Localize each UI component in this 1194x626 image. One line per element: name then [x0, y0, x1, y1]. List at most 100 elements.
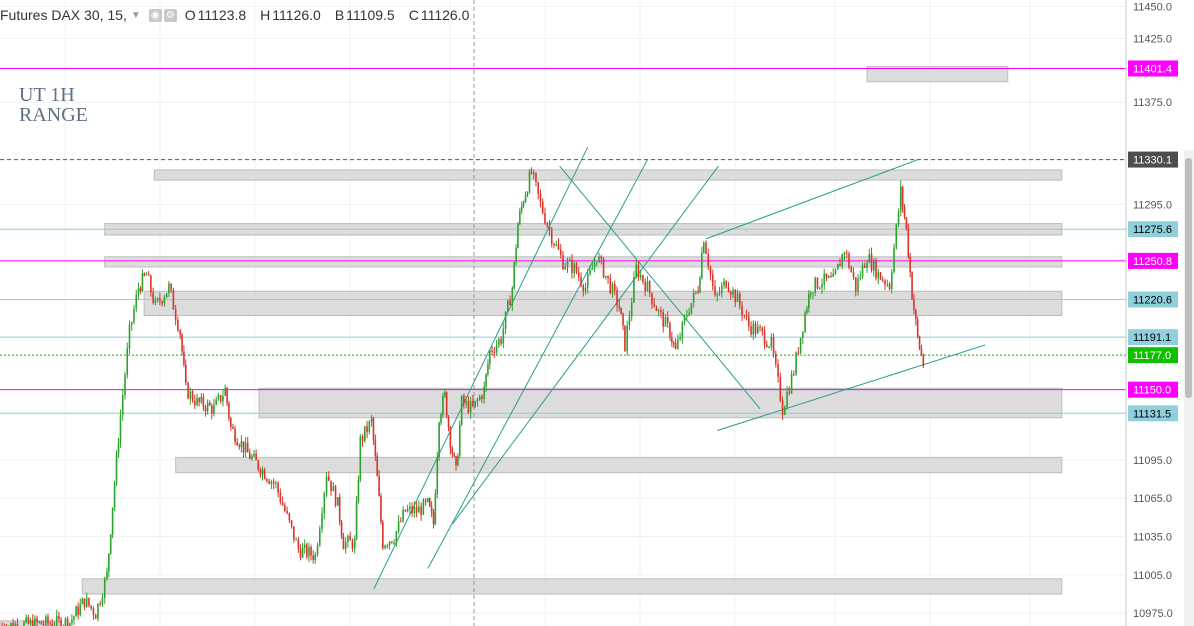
candle-body [126, 348, 129, 375]
candle-body [888, 284, 891, 290]
candle-body [198, 397, 200, 402]
candle-body [457, 455, 459, 466]
candle-body [474, 401, 476, 407]
candle-body [624, 325, 626, 352]
candle-body [589, 269, 591, 275]
price-axis[interactable]: 11450.0 11425.0 11401.4 11375.0 11330.1 11295… [1125, 0, 1194, 626]
candle-body [905, 217, 908, 229]
candle-body [642, 275, 644, 282]
candle-body [770, 337, 773, 347]
chart-annotation[interactable]: UT 1H RANGE [19, 85, 88, 125]
trend-line [452, 165, 719, 525]
candle-body [101, 597, 104, 604]
candle-body [550, 229, 553, 244]
candle-body [357, 479, 360, 502]
candle-body [25, 617, 27, 623]
candle-body [117, 443, 120, 454]
chart-legend: Futures DAX 30, 15, ▼ ◉ ⚙ O 11123.8 H 1112… [0, 5, 477, 25]
candle-body [752, 323, 755, 335]
candle-body [493, 351, 496, 353]
candle-body [843, 252, 846, 255]
candle-body [340, 521, 343, 537]
candle-body [870, 253, 873, 271]
price-label-badge [1128, 252, 1178, 269]
candle-body [734, 290, 737, 303]
candle-body [230, 418, 232, 427]
candle-body [436, 457, 439, 494]
candle-body [349, 536, 351, 541]
candle-body [272, 481, 275, 484]
candle-body [772, 337, 775, 354]
candle-body [359, 436, 362, 480]
price-label-badge [1128, 347, 1178, 364]
candle-body [804, 312, 806, 332]
symbol-title[interactable]: Futures DAX 30, 15, [0, 7, 127, 23]
candle-body [716, 294, 719, 296]
candle-body [259, 469, 262, 475]
candle-body [424, 499, 427, 502]
eye-icon[interactable]: ◉ [148, 8, 162, 22]
candle-body [202, 396, 205, 408]
candle-body [16, 624, 19, 626]
candle-body [662, 312, 665, 327]
candle-body [714, 286, 716, 296]
candle-body [909, 256, 911, 273]
candle-body [34, 618, 36, 626]
candle-body [616, 290, 618, 306]
candle-body [430, 506, 433, 513]
price-zone [866, 65, 1009, 83]
candle-body [571, 259, 573, 274]
horizontal-level-lines [0, 67, 1126, 414]
candle-body [297, 539, 300, 550]
candle-body [73, 616, 75, 620]
candle-body [193, 400, 196, 406]
candle-body [236, 442, 238, 446]
candle-body [901, 186, 904, 207]
price-label-badge [1128, 151, 1178, 168]
candle-body [384, 545, 386, 549]
candle-body [211, 405, 213, 414]
candle-body [920, 348, 923, 356]
candle-body [626, 325, 628, 352]
settings-icon[interactable]: ⚙ [163, 8, 177, 22]
price-tick-label: 11150.0 [1133, 385, 1171, 397]
candle-body [515, 248, 517, 263]
candle-body [113, 483, 116, 508]
candle-body [249, 452, 251, 459]
candle-body [586, 274, 589, 288]
candle-body [854, 277, 857, 292]
candle-body [723, 280, 725, 286]
candle-body [240, 441, 243, 448]
candle-body [548, 225, 551, 230]
trend-lines [373, 146, 986, 590]
candle-body [509, 300, 511, 306]
candle-body [402, 509, 404, 522]
candle-body [108, 553, 110, 572]
candle-body [351, 540, 354, 549]
candle-body [922, 355, 925, 367]
candle-body [368, 421, 371, 433]
candle-body [741, 305, 743, 316]
candle-body [613, 283, 616, 291]
candle-body [366, 426, 368, 433]
candle-body [200, 396, 203, 402]
candle-body [469, 400, 472, 413]
candle-body [330, 480, 332, 492]
candle-body [743, 315, 746, 317]
candle-body [916, 319, 919, 337]
candle-body [374, 439, 377, 457]
price-tick-label: 11330.1 [1133, 155, 1172, 167]
chevron-down-icon[interactable]: ▼ [130, 9, 141, 21]
candle-body [165, 293, 168, 298]
candle-body [380, 495, 382, 523]
candle-body [81, 598, 84, 605]
candle-body [38, 621, 41, 623]
candle-body [886, 284, 889, 286]
candle-body [161, 301, 163, 304]
candle-body [535, 172, 537, 183]
candle-body [814, 277, 817, 293]
candle-body [679, 337, 681, 340]
candle-body [204, 407, 207, 412]
candle-body [60, 618, 62, 626]
